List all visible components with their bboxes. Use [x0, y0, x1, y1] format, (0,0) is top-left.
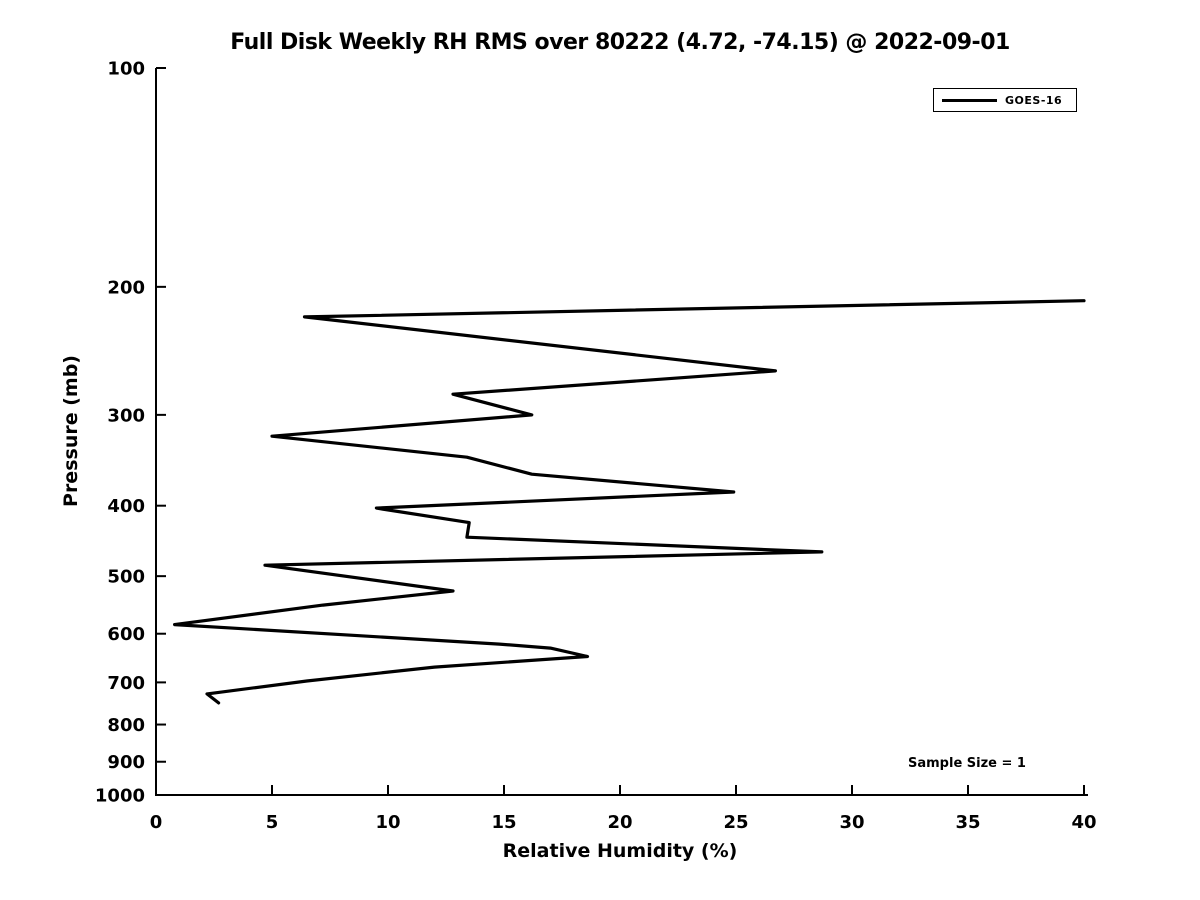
y-tick-label: 800 — [107, 715, 145, 736]
legend-label: GOES-16 — [1005, 93, 1063, 107]
y-tick-label: 700 — [107, 673, 145, 694]
y-axis-label: Pressure (mb) — [60, 355, 82, 507]
y-tick-label: 1000 — [95, 786, 145, 807]
x-tick-label: 40 — [1071, 812, 1096, 833]
y-tick-label: 300 — [107, 405, 145, 426]
x-tick-label: 10 — [375, 812, 400, 833]
y-tick-label: 900 — [107, 752, 145, 773]
legend-line-sample — [942, 98, 997, 102]
x-tick-label: 15 — [491, 812, 516, 833]
y-tick-label: 600 — [107, 624, 145, 645]
chart-title: Full Disk Weekly RH RMS over 80222 (4.72… — [230, 30, 1010, 55]
legend: GOES-16 — [933, 88, 1077, 112]
x-tick-label: 0 — [150, 812, 163, 833]
series-line-goes-16 — [173, 299, 1086, 705]
y-tick-label: 500 — [107, 567, 145, 588]
y-tick-label: 400 — [107, 496, 145, 517]
x-tick-label: 5 — [266, 812, 279, 833]
x-tick-label: 25 — [723, 812, 748, 833]
y-tick-label: 100 — [107, 59, 145, 80]
y-tick-label: 200 — [107, 277, 145, 298]
x-tick-label: 35 — [955, 812, 980, 833]
sample-size-annotation: Sample Size = 1 — [908, 756, 1026, 771]
x-tick-label: 20 — [607, 812, 632, 833]
x-axis-label: Relative Humidity (%) — [502, 840, 738, 862]
x-tick-label: 30 — [839, 812, 864, 833]
